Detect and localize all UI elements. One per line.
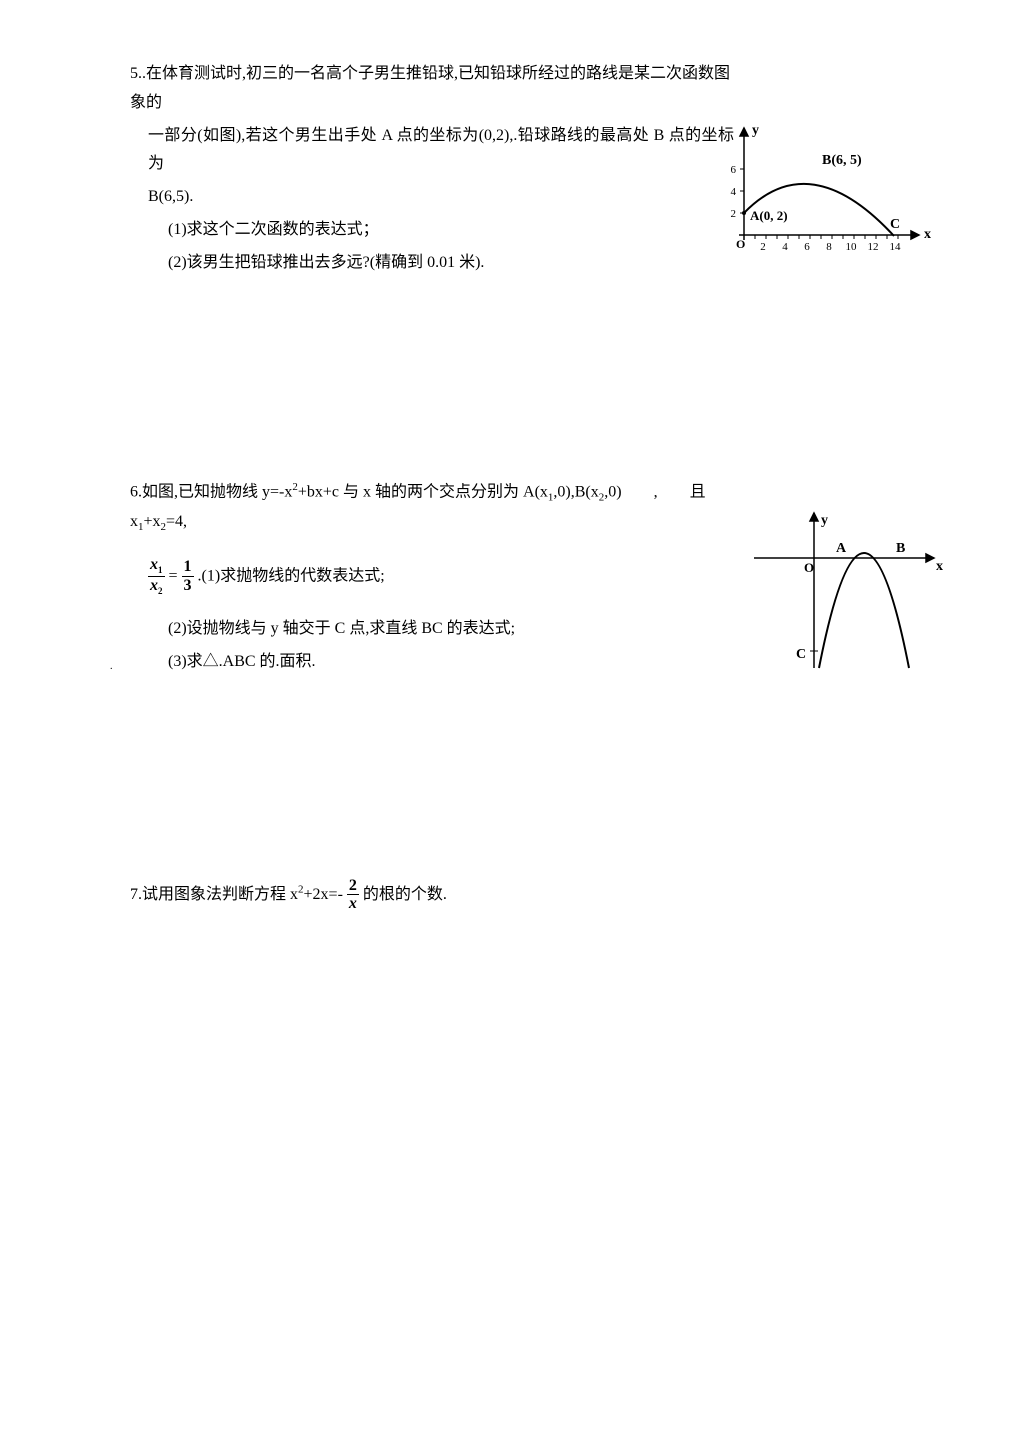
- q5-figure: 2 4 6 8 10 12 14 2 4 6: [714, 120, 934, 271]
- svg-text:O: O: [804, 560, 814, 575]
- q7-number: 7.: [130, 885, 142, 902]
- svg-text:C: C: [796, 647, 806, 662]
- q5-number: 5.: [130, 65, 142, 82]
- q6-sub1: x1 x2 = 1 3 .(1)求抛物线的代数表达式;: [130, 556, 734, 597]
- svg-text:10: 10: [846, 241, 858, 253]
- problem-5: 5..在体育测试时,初三的一名高个子男生推铅球,已知铅球所经过的路线是某二次函数…: [130, 60, 934, 278]
- svg-text:12: 12: [868, 241, 879, 253]
- q5-line3: B(6,5).: [130, 183, 734, 212]
- q7-line1: 7.试用图象法判断方程 x2+2x=- 2 x 的根的个数.: [130, 877, 934, 913]
- svg-text:B(6, 5): B(6, 5): [822, 153, 862, 168]
- svg-text:2: 2: [760, 241, 766, 253]
- svg-text:O: O: [736, 237, 745, 251]
- q6-line1: 6.如图,已知抛物线 y=-x2+bx+c 与 x 轴的两个交点分别为 A(x1…: [130, 478, 734, 538]
- q6-sub3: . (3)求△.ABC 的.面积.: [130, 648, 734, 677]
- svg-text:A(0, 2): A(0, 2): [750, 208, 788, 223]
- svg-text:4: 4: [782, 241, 788, 253]
- svg-text:A: A: [836, 541, 847, 556]
- q6-sub2: (2)设抛物线与 y 轴交于 C 点,求直线 BC 的表达式;: [130, 615, 734, 644]
- fraction-13: 1 3: [182, 558, 194, 594]
- q6-figure: O x y A B C: [744, 508, 944, 689]
- svg-text:14: 14: [890, 241, 902, 253]
- fraction-2x: 2 x: [347, 877, 359, 913]
- problem-7: 7.试用图象法判断方程 x2+2x=- 2 x 的根的个数.: [130, 877, 934, 913]
- svg-text:2: 2: [731, 208, 737, 220]
- svg-text:x: x: [924, 227, 931, 242]
- q5-line1: 5..在体育测试时,初三的一名高个子男生推铅球,已知铅球所经过的路线是某二次函数…: [130, 60, 734, 118]
- svg-text:4: 4: [731, 186, 737, 198]
- svg-text:8: 8: [826, 241, 832, 253]
- svg-text:x: x: [936, 559, 943, 574]
- q5-sub2: (2)该男生把铅球推出去多远?(精确到 0.01 米).: [130, 249, 734, 278]
- svg-text:6: 6: [804, 241, 810, 253]
- q5-line2: 一部分(如图),若这个男生出手处 A 点的坐标为(0,2),.铅球路线的最高处 …: [130, 122, 734, 180]
- svg-text:6: 6: [731, 164, 737, 176]
- q6-number: 6.: [130, 483, 142, 500]
- svg-text:y: y: [821, 513, 828, 528]
- svg-text:C: C: [890, 217, 900, 232]
- q5-sub1: (1)求这个二次函数的表达式；: [130, 216, 734, 245]
- problem-6: 6.如图,已知抛物线 y=-x2+bx+c 与 x 轴的两个交点分别为 A(x1…: [130, 478, 934, 677]
- svg-text:y: y: [752, 123, 759, 138]
- svg-text:B: B: [896, 541, 905, 556]
- fraction-x1x2: x1 x2: [148, 556, 165, 597]
